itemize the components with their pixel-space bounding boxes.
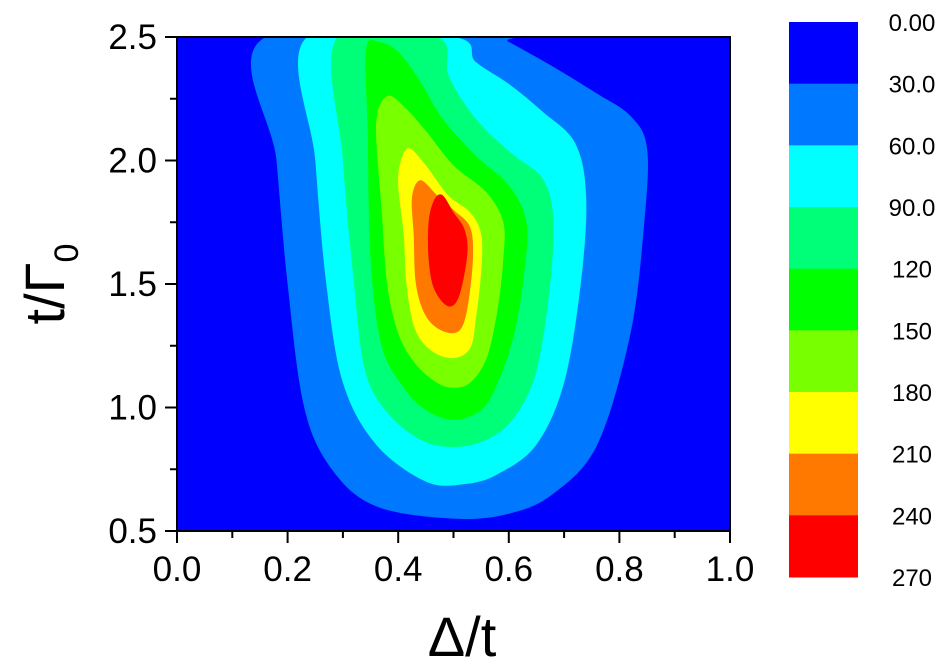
svg-text:t/Γ0: t/Γ0 — [13, 244, 86, 325]
x-axis-ticks: 0.0 0.2 0.4 0.6 0.8 1.0 — [153, 531, 755, 589]
colorbar-swatch — [789, 83, 858, 146]
colorbar-label: 60.0 — [889, 133, 936, 160]
contour-region-240 — [427, 194, 468, 307]
colorbar-swatch — [789, 330, 858, 393]
colorbar-swatch — [789, 453, 858, 516]
colorbar-label: 240 — [892, 503, 932, 530]
colorbar-label: 120 — [892, 257, 932, 284]
colorbar-swatch — [789, 515, 858, 578]
x-tick-label: 0.2 — [263, 550, 312, 589]
colorbar-label: 30.0 — [889, 72, 936, 99]
colorbar-label: 210 — [892, 442, 932, 469]
colorbar-swatch — [789, 392, 858, 455]
colorbar-swatch — [789, 145, 858, 208]
x-tick-label: 1.0 — [706, 550, 755, 589]
y-axis-title-subscript: 0 — [48, 244, 86, 263]
x-tick-label: 0.0 — [153, 550, 202, 589]
y-axis-ticks: 0.5 1.0 1.5 2.0 2.5 — [108, 18, 177, 551]
x-axis-title: Δ/t — [428, 605, 497, 658]
colorbar-label: 270 — [892, 565, 932, 592]
colorbar-label: 150 — [892, 318, 932, 345]
colorbar-label: 180 — [892, 380, 932, 407]
colorbar: 0.00 30.0 60.0 90.0 120 150 180 210 240 270 — [789, 10, 935, 592]
colorbar-swatch — [789, 268, 858, 331]
colorbar-swatch — [789, 207, 858, 270]
y-axis-title-main: t/Γ — [13, 262, 76, 324]
colorbar-swatch — [789, 22, 858, 85]
plot-area: 0.0 0.2 0.4 0.6 0.8 1.0 0.5 1.0 1.5 2.0 2.5 — [108, 18, 754, 589]
colorbar-label: 90.0 — [889, 195, 936, 222]
y-tick-label: 1.0 — [108, 389, 157, 428]
x-tick-label: 0.6 — [484, 550, 533, 589]
y-tick-label: 1.5 — [108, 265, 157, 304]
y-tick-label: 2.5 — [108, 18, 157, 57]
x-tick-label: 0.8 — [595, 550, 644, 589]
x-tick-label: 0.4 — [374, 550, 423, 589]
contour-layer — [250, 37, 648, 519]
y-axis-title: t/Γ0 — [13, 244, 86, 325]
y-tick-label: 2.0 — [108, 142, 157, 181]
colorbar-label: 0.00 — [889, 10, 936, 37]
y-tick-label: 0.5 — [108, 512, 157, 551]
